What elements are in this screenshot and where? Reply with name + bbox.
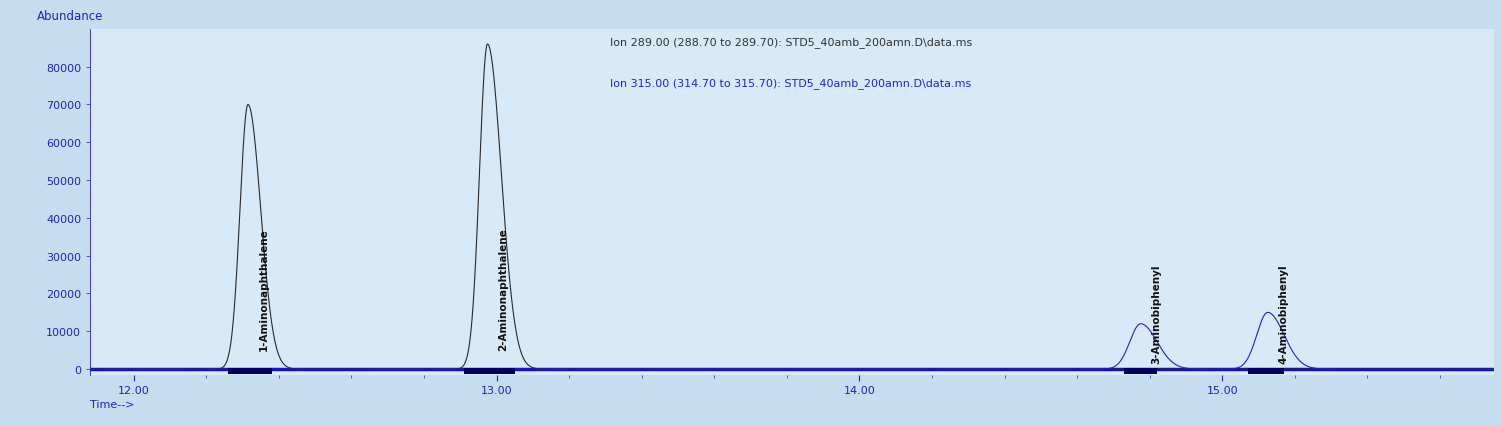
Text: 4-Aminobiphenyl: 4-Aminobiphenyl <box>1278 264 1289 363</box>
Text: 2-Aminonaphthalene: 2-Aminonaphthalene <box>499 228 508 350</box>
Bar <box>1248 368 1284 374</box>
Text: Time-->: Time--> <box>90 399 135 409</box>
Bar <box>464 368 515 374</box>
Text: 3-Aminobiphenyl: 3-Aminobiphenyl <box>1152 264 1161 363</box>
Text: Abundance: Abundance <box>36 10 104 23</box>
Text: 1-Aminonaphthalene: 1-Aminonaphthalene <box>258 228 269 350</box>
Bar <box>228 368 272 374</box>
Bar <box>1125 368 1157 374</box>
Text: Ion 315.00 (314.70 to 315.70): STD5_40amb_200amn.D\data.ms: Ion 315.00 (314.70 to 315.70): STD5_40am… <box>610 78 970 89</box>
Text: Ion 289.00 (288.70 to 289.70): STD5_40amb_200amn.D\data.ms: Ion 289.00 (288.70 to 289.70): STD5_40am… <box>610 37 972 48</box>
